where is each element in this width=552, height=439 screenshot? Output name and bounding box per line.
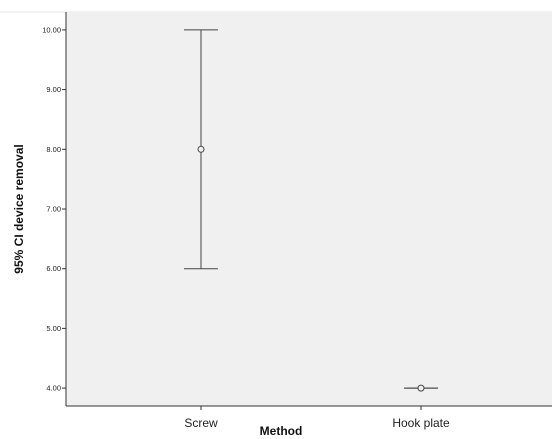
y-axis-ticks: 4.00 5.00 6.00 7.00 8.00 9.00 10.00 <box>42 25 66 393</box>
y-tick-label: 4.00 <box>46 384 61 393</box>
y-tick-label: 9.00 <box>46 85 61 94</box>
y-tick-label: 7.00 <box>46 205 61 214</box>
y-axis-title: 95% CI device removal <box>12 144 26 273</box>
y-tick-label: 8.00 <box>46 145 61 154</box>
y-tick-label: 10.00 <box>42 25 61 34</box>
y-tick-label: 5.00 <box>46 324 61 333</box>
y-tick-label: 6.00 <box>46 264 61 273</box>
mean-point <box>417 384 425 392</box>
mean-point <box>197 145 205 153</box>
plot-area <box>66 12 552 406</box>
chart-marks <box>184 29 438 392</box>
x-axis-title: Method <box>260 424 303 438</box>
x-tick-label: Hook plate <box>392 416 450 430</box>
x-tick-label: Screw <box>184 416 218 430</box>
x-axis-ticks: Screw Hook plate <box>184 406 450 430</box>
